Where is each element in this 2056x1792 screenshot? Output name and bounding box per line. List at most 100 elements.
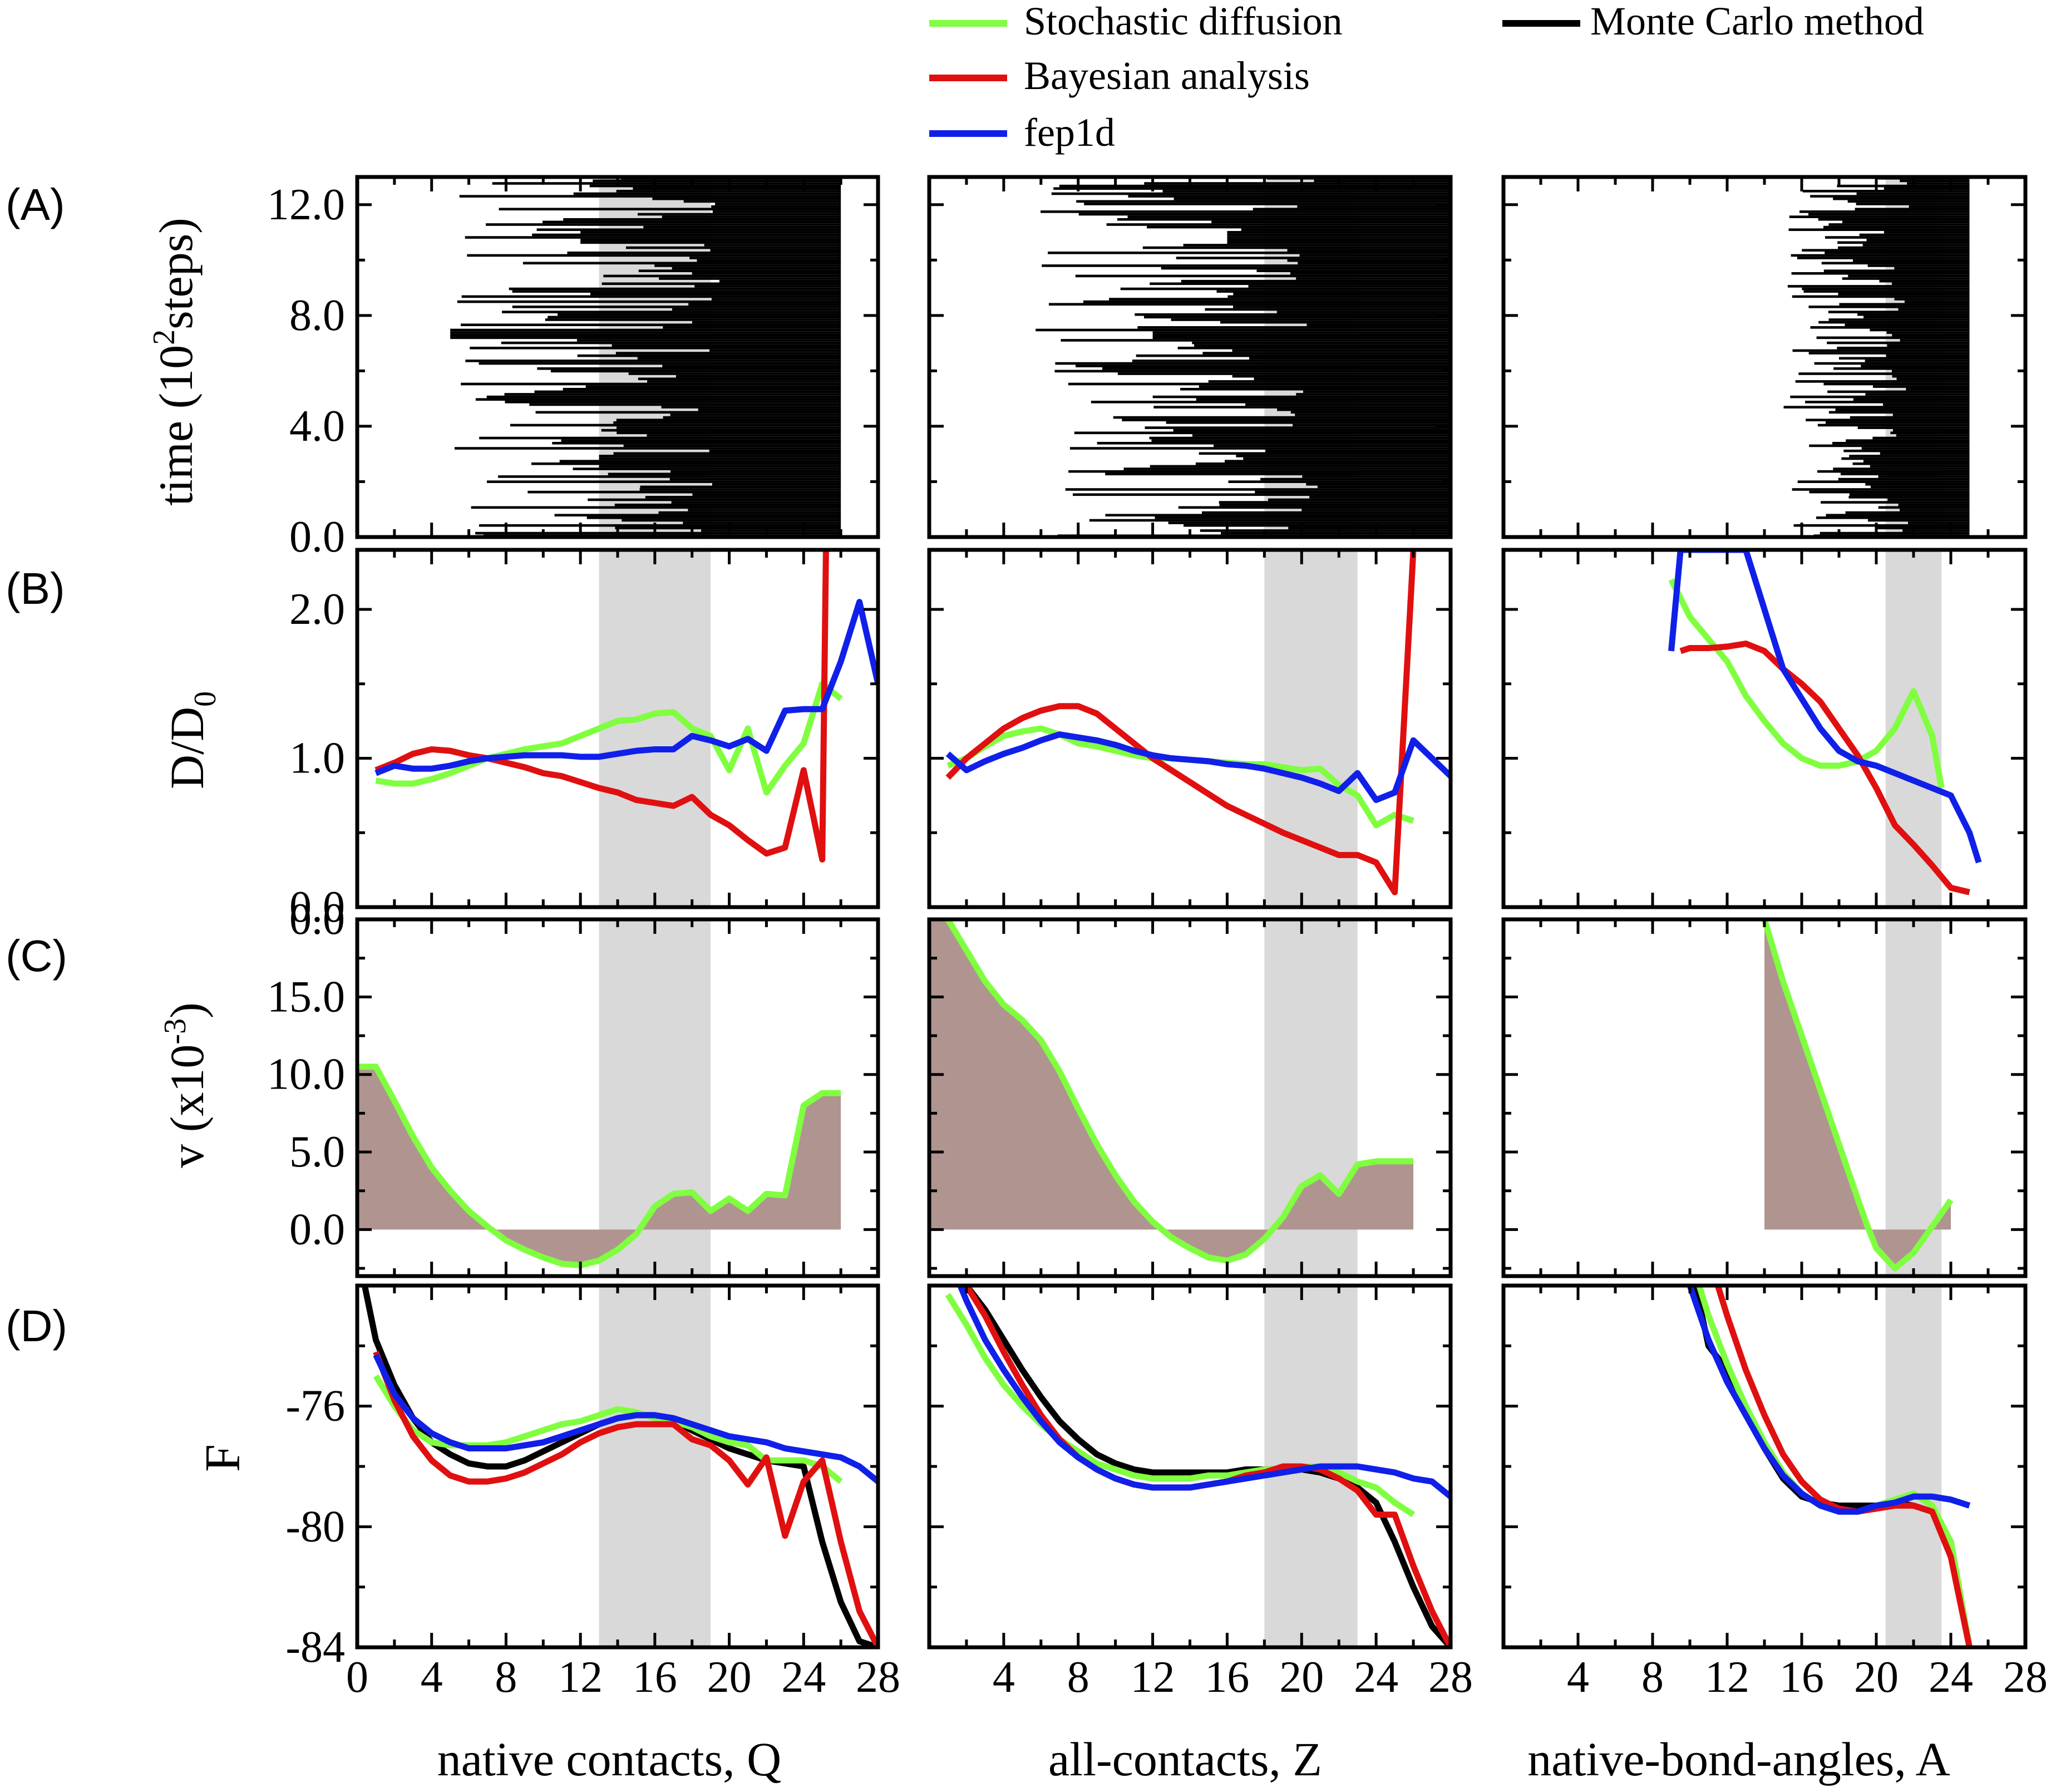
- trajectory-segment: [479, 436, 841, 440]
- trajectory-segment: [1863, 460, 1970, 462]
- trajectory-segment: [470, 347, 841, 349]
- trajectory-segment: [1233, 292, 1451, 296]
- trajectory-segment: [599, 457, 841, 460]
- trajectory-segment: [1162, 190, 1451, 193]
- trajectory-segment: [1804, 401, 1970, 403]
- trajectory-segment: [1837, 241, 1970, 244]
- trajectory-segment: [1128, 195, 1451, 198]
- trajectory-segment: [1808, 213, 1970, 216]
- trajectory-segment: [1850, 416, 1970, 419]
- trajectory-segment: [1820, 531, 1970, 535]
- trajectory-segment: [1790, 395, 1970, 398]
- trajectory-segment: [1069, 447, 1451, 450]
- trajectory-segment: [1302, 475, 1451, 478]
- x-tick-label: 24: [1354, 1653, 1398, 1702]
- trajectory-segment: [625, 246, 841, 249]
- trajectory-segment: [623, 444, 841, 447]
- trajectory-segment: [670, 470, 841, 473]
- trajectory-segment: [1287, 249, 1451, 252]
- series-line-fep1d: [1687, 1286, 1971, 1515]
- x-tick-label: 20: [1279, 1653, 1324, 1702]
- y-tick-label: 4.0: [289, 402, 345, 451]
- x-tick-label: 16: [1779, 1653, 1824, 1702]
- x-tick-label: 8: [1067, 1653, 1089, 1702]
- trajectory-segment: [1183, 524, 1451, 527]
- trajectory-segment: [671, 501, 841, 504]
- trajectory-segment: [1880, 452, 1970, 455]
- trajectory-segment: [1783, 406, 1970, 408]
- trajectory-segment: [1838, 246, 1970, 249]
- trajectory-segment: [1276, 311, 1451, 313]
- trajectory-segment: [1078, 213, 1451, 216]
- series-line-bayesian-analysis: [945, 550, 1417, 895]
- trajectory-segment: [543, 220, 841, 224]
- trajectory-segment: [1808, 306, 1970, 308]
- trajectory-segment: [1132, 360, 1451, 362]
- trajectory-segment: [1296, 277, 1451, 280]
- series-line-fep1d: [373, 1353, 878, 1484]
- x-tick-label: 16: [1205, 1653, 1249, 1702]
- trajectory-segment: [1254, 377, 1451, 381]
- trajectory-segment: [1211, 220, 1451, 224]
- x-tick-label: 4: [421, 1653, 443, 1702]
- trajectory-segment: [1178, 506, 1451, 509]
- row-label-c: (C): [6, 931, 67, 981]
- trajectory-segment: [1309, 496, 1451, 499]
- trajectory-segment: [1298, 262, 1451, 265]
- trajectory-segment: [1793, 524, 1970, 527]
- trajectory-segment: [486, 480, 841, 483]
- row-label-b: (B): [6, 564, 65, 613]
- trajectory-segment: [580, 231, 841, 234]
- trajectory-segment: [563, 218, 841, 221]
- trajectory-segment: [1853, 398, 1970, 401]
- row-label-d: (D): [6, 1301, 67, 1351]
- trajectory-segment: [1865, 483, 1970, 486]
- trajectory-segment: [531, 462, 841, 465]
- trajectory-segment: [1856, 192, 1970, 195]
- trajectory-segment: [1838, 477, 1970, 481]
- trajectory-segment: [1248, 285, 1451, 288]
- series-line-stochastic-diffusion: [1761, 919, 1954, 1272]
- trajectory-segment: [1200, 529, 1451, 532]
- trajectory-segment: [1896, 377, 1970, 381]
- series-line-fep1d: [945, 731, 1451, 803]
- xlabel-q: native contacts, Q: [437, 1732, 782, 1786]
- trajectory-segment: [1870, 485, 1970, 489]
- trajectory-segment: [709, 449, 841, 452]
- trajectory-segment: [1884, 187, 1970, 190]
- trajectory-segment: [601, 282, 841, 285]
- trajectory-segment: [1199, 452, 1451, 455]
- series-line-bayesian-analysis: [373, 1351, 878, 1647]
- trajectory-segment: [1841, 457, 1970, 460]
- trajectory-segment: [1152, 331, 1451, 334]
- trajectory-segment: [1835, 408, 1970, 411]
- y-tick-label: 0.0: [289, 1205, 345, 1254]
- trajectory-segment: [1792, 349, 1970, 352]
- trajectory-segment: [1792, 488, 1970, 491]
- xlabel-z: all-contacts, Z: [1048, 1732, 1322, 1786]
- trajectory-segment: [1845, 323, 1970, 327]
- legend-label-fep1d: fep1d: [1024, 110, 1115, 155]
- trajectory-segment: [1097, 442, 1451, 445]
- trajectory-segment: [1887, 498, 1970, 501]
- ylabel-d: F: [195, 1444, 250, 1472]
- trajectory-segment: [1838, 357, 1970, 360]
- plot-area: [1783, 177, 1970, 537]
- trajectory-segment: [1153, 406, 1451, 408]
- trajectory-segment: [492, 182, 841, 185]
- trajectory-segment: [1848, 274, 1970, 278]
- panel-d-1: -84 -80 -76 0 4 8 12 16 20 24 28: [285, 1283, 900, 1702]
- transition-band: [1885, 919, 1942, 1276]
- trajectory-segment: [1137, 326, 1451, 329]
- trajectory-segment: [1232, 375, 1451, 378]
- trajectory-segment: [559, 460, 841, 462]
- trajectory-segment: [615, 352, 841, 355]
- panel-c-2: [927, 917, 1453, 1278]
- trajectory-segment: [683, 521, 841, 524]
- trajectory-segment: [471, 506, 841, 509]
- trajectory-segment: [689, 257, 841, 259]
- trajectory-segment: [1065, 488, 1451, 491]
- trajectory-segment: [1828, 311, 1970, 313]
- trajectory-segment: [612, 344, 841, 347]
- trajectory-segment: [1177, 347, 1451, 349]
